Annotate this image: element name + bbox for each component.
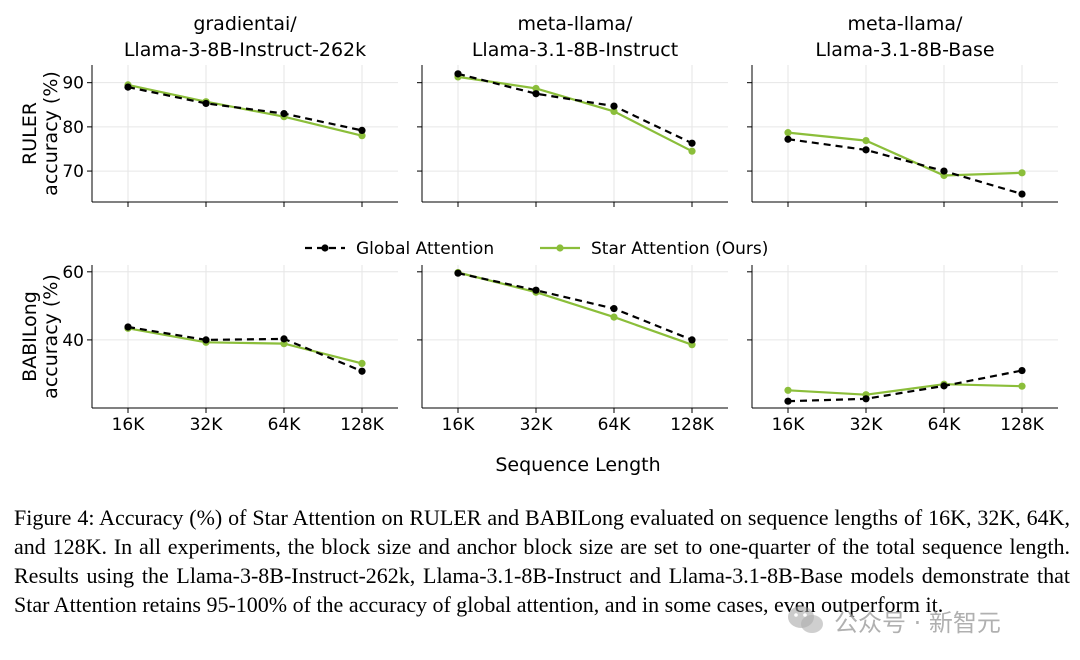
series-line-star-attention bbox=[457, 75, 693, 153]
x-axis-label: Sequence Length bbox=[495, 454, 660, 476]
legend: Global Attention Star Attention (Ours) bbox=[305, 239, 768, 259]
data-point-global-attention bbox=[784, 135, 792, 143]
panel-r1-c1: 16K 32K 64K 128K bbox=[417, 265, 728, 435]
data-point-global-attention bbox=[454, 70, 462, 78]
panel-r1-c0: 40 60 16K 32K 64K 128K bbox=[62, 263, 398, 435]
legend-marker bbox=[556, 244, 564, 252]
column-title-line2: Llama-3.1-8B-Instruct bbox=[472, 39, 678, 61]
x-tick-label: 128K bbox=[670, 415, 714, 435]
series-line-global-attention bbox=[457, 272, 693, 341]
panel-r0-c1 bbox=[417, 65, 728, 207]
row-ylabel-line2: accuracy (%) bbox=[40, 71, 62, 196]
row-ylabel-line1: BABILong bbox=[19, 291, 41, 382]
watermark-text: 公众号 · 新智元 bbox=[834, 608, 1001, 637]
data-point-global-attention bbox=[1018, 366, 1026, 375]
data-point-global-attention bbox=[124, 323, 132, 331]
data-point-global-attention bbox=[532, 286, 540, 294]
legend-label: Star Attention (Ours) bbox=[591, 239, 768, 259]
x-tick-label: 64K bbox=[268, 415, 302, 435]
legend-label: Global Attention bbox=[356, 239, 494, 259]
data-point-star-attention bbox=[784, 386, 792, 394]
column-title-line1: meta-llama/ bbox=[518, 13, 633, 35]
data-point-global-attention bbox=[1018, 190, 1026, 198]
column-title-line2: Llama-3.1-8B-Base bbox=[815, 39, 994, 61]
data-point-global-attention bbox=[940, 382, 948, 390]
x-tick-label: 16K bbox=[772, 415, 806, 435]
data-point-star-attention bbox=[862, 136, 870, 145]
data-point-star-attention bbox=[1018, 169, 1026, 177]
panel-r0-c2 bbox=[747, 65, 1058, 207]
data-point-star-attention bbox=[610, 107, 618, 116]
data-point-global-attention bbox=[202, 99, 210, 108]
series-line-global-attention bbox=[787, 138, 1023, 196]
legend-marker bbox=[321, 244, 329, 252]
row-ylabel-line2: accuracy (%) bbox=[40, 274, 62, 399]
row-ylabel-line1: RULER bbox=[19, 102, 41, 165]
x-tick-label: 128K bbox=[1000, 415, 1044, 435]
data-point-star-attention bbox=[532, 84, 540, 93]
data-point-star-attention bbox=[358, 132, 366, 140]
data-point-global-attention bbox=[784, 397, 792, 405]
data-point-global-attention bbox=[610, 102, 618, 110]
data-point-global-attention bbox=[358, 367, 366, 375]
panel-r0-c0: 70 80 90 bbox=[62, 65, 398, 207]
data-point-global-attention bbox=[940, 167, 948, 175]
column-titles: gradientai/Llama-3-8B-Instruct-262k meta-… bbox=[124, 13, 995, 61]
column-title-line2: Llama-3-8B-Instruct-262k bbox=[124, 39, 366, 61]
series-line-star-attention bbox=[787, 131, 1023, 177]
y-tick-label: 80 bbox=[62, 118, 84, 138]
x-tick-label: 32K bbox=[190, 415, 224, 435]
y-tick-label: 90 bbox=[62, 74, 84, 94]
data-point-global-attention bbox=[124, 83, 132, 91]
series-line-star-attention bbox=[457, 271, 693, 346]
data-point-global-attention bbox=[280, 110, 288, 118]
series-line-global-attention bbox=[127, 86, 363, 132]
data-point-star-attention bbox=[610, 313, 618, 321]
figure-caption: Figure 4: Accuracy (%) of Star Attention… bbox=[14, 505, 1070, 617]
figure-chart: gradientai/Llama-3-8B-Instruct-262k meta-… bbox=[19, 13, 1058, 476]
series-line-global-attention bbox=[127, 325, 363, 373]
data-point-global-attention bbox=[610, 304, 618, 313]
data-point-global-attention bbox=[862, 395, 870, 403]
data-point-global-attention bbox=[202, 336, 210, 344]
column-title-line1: gradientai/ bbox=[193, 13, 297, 35]
x-tick-label: 16K bbox=[112, 415, 146, 435]
series-line-global-attention bbox=[457, 72, 693, 145]
data-point-global-attention bbox=[280, 335, 288, 343]
row-labels: RULER accuracy (%)BABILong accuracy (%) bbox=[19, 71, 62, 399]
series-line-global-attention bbox=[787, 369, 1023, 403]
series-line-star-attention bbox=[127, 327, 363, 365]
panels: 70 80 90 40 60 16K 32K 64K 128K 16K 32K 64K 128K 16K 3… bbox=[62, 65, 1058, 435]
data-point-star-attention bbox=[688, 147, 696, 155]
wechat-logo-icon bbox=[788, 606, 823, 633]
y-tick-label: 40 bbox=[62, 331, 84, 351]
y-tick-label: 60 bbox=[62, 263, 84, 283]
data-point-star-attention bbox=[784, 129, 792, 137]
data-point-star-attention bbox=[1018, 382, 1026, 390]
panel-r1-c2: 16K 32K 64K 128K bbox=[747, 265, 1058, 435]
x-tick-label: 128K bbox=[340, 415, 384, 435]
x-tick-label: 32K bbox=[850, 415, 884, 435]
data-point-global-attention bbox=[358, 126, 366, 135]
series-line-star-attention bbox=[787, 383, 1023, 396]
y-tick-label: 70 bbox=[62, 162, 84, 182]
data-point-global-attention bbox=[532, 90, 540, 98]
x-tick-label: 64K bbox=[598, 415, 632, 435]
series-line-star-attention bbox=[127, 83, 363, 137]
data-point-global-attention bbox=[454, 269, 462, 277]
data-point-star-attention bbox=[358, 359, 366, 367]
x-tick-label: 32K bbox=[520, 415, 554, 435]
column-title-line1: meta-llama/ bbox=[848, 13, 963, 35]
x-tick-label: 64K bbox=[928, 415, 962, 435]
x-tick-label: 16K bbox=[442, 415, 476, 435]
watermark: 公众号 · 新智元 bbox=[786, 598, 1001, 642]
data-point-global-attention bbox=[688, 336, 696, 344]
data-point-global-attention bbox=[862, 146, 870, 154]
data-point-global-attention bbox=[688, 139, 696, 147]
